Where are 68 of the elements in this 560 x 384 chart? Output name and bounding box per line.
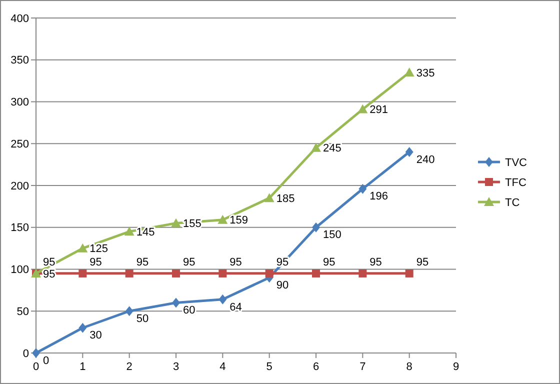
data-label: 95	[370, 256, 382, 268]
point	[405, 269, 414, 278]
data-label: 291	[370, 104, 388, 116]
x-tick-label: 7	[360, 361, 366, 373]
x-tick-label: 4	[220, 361, 226, 373]
legend-label: TC	[505, 196, 520, 209]
point	[264, 193, 274, 202]
data-label: 30	[90, 330, 102, 342]
data-label: 95	[230, 256, 242, 268]
point	[78, 322, 87, 333]
data-label: 95	[416, 256, 429, 268]
point	[265, 269, 274, 278]
y-tick-label: 350	[10, 54, 29, 67]
x-tick-label: 0	[32, 361, 40, 373]
data-label: 95	[43, 256, 56, 268]
data-label: 64	[230, 301, 242, 314]
data-label: 145	[136, 226, 155, 238]
point	[218, 269, 227, 278]
point	[312, 269, 320, 278]
point	[358, 184, 367, 194]
legend-label: TFC	[505, 176, 526, 189]
point	[404, 67, 414, 76]
data-label: 335	[416, 67, 435, 80]
x-tick-label: 8	[406, 361, 412, 373]
data-label: 196	[370, 190, 388, 203]
data-label: 95	[90, 256, 102, 268]
y-tick-label: 0	[22, 348, 29, 360]
point	[78, 243, 88, 252]
x-tick-label: 9	[452, 361, 460, 373]
point	[78, 269, 87, 278]
data-label: 245	[323, 142, 342, 155]
data-label: 95	[323, 256, 336, 268]
x-tick-label: 6	[312, 361, 320, 373]
point	[124, 226, 134, 236]
point	[125, 306, 134, 316]
y-tick-label: 100	[10, 264, 29, 276]
y-tick-label: 200	[10, 180, 29, 192]
point	[172, 269, 180, 278]
data-label: 240	[416, 154, 435, 166]
x-tick-label: 5	[266, 361, 272, 373]
data-label: 95	[136, 256, 149, 268]
y-tick-label: 150	[10, 222, 29, 234]
y-tick-label: 50	[16, 306, 29, 318]
point	[311, 142, 321, 152]
data-label: 60	[183, 304, 196, 317]
data-label: 185	[276, 192, 295, 205]
point	[125, 269, 134, 278]
x-tick-label: 2	[126, 361, 132, 373]
point	[358, 269, 367, 278]
point	[172, 298, 180, 308]
point	[218, 214, 228, 224]
legend-label: TVC	[505, 156, 528, 169]
y-tick-label: 250	[10, 138, 29, 150]
data-label: 95	[183, 256, 196, 268]
point	[358, 104, 368, 114]
x-tick-label: 3	[172, 361, 180, 373]
data-label: 50	[136, 312, 149, 325]
point	[218, 294, 227, 304]
data-label: 125	[90, 243, 108, 256]
data-label: 150	[323, 229, 342, 242]
point	[171, 218, 181, 228]
data-label: 159	[230, 214, 248, 227]
data-label: 90	[276, 279, 289, 292]
y-tick-label: 400	[10, 12, 29, 25]
x-tick-label: 1	[80, 361, 86, 373]
point	[312, 222, 320, 232]
y-tick-label: 300	[10, 96, 29, 109]
point	[405, 147, 414, 157]
